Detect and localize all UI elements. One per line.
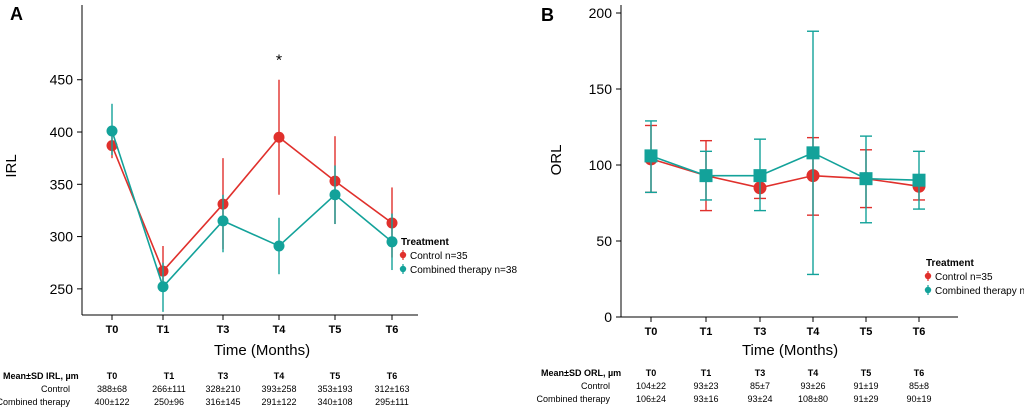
- table-cell: 295±111: [375, 397, 409, 407]
- point-combined-T5: [329, 189, 341, 201]
- table-header-cell: T3: [218, 371, 229, 381]
- point-combined-T5: [859, 172, 873, 186]
- table-header-cell: T3: [755, 368, 766, 378]
- x-tick-label: T1: [700, 326, 713, 338]
- x-tick-label: T6: [386, 324, 399, 336]
- point-combined-T3: [217, 215, 229, 227]
- point-control-T4: [273, 131, 285, 143]
- table-cell: 85±7: [750, 381, 770, 391]
- y-axis-title: IRL: [3, 154, 20, 177]
- y-tick-label: 0: [604, 309, 612, 325]
- table-header-cell: T5: [861, 368, 872, 378]
- point-combined-T4: [806, 146, 820, 160]
- table-row-label: Control: [581, 381, 610, 391]
- table-header-cell: T6: [387, 371, 398, 381]
- point-combined-T1: [157, 281, 169, 293]
- point-combined-T1: [699, 169, 713, 183]
- table-cell: 90±19: [907, 394, 932, 404]
- panel-label-B: B: [541, 5, 554, 25]
- y-tick-label: 450: [50, 72, 74, 88]
- series-line-combined: [111, 130, 393, 289]
- legend-title: Treatment: [926, 258, 974, 269]
- table-header-cell: T0: [107, 371, 118, 381]
- table-header-cell: T4: [808, 368, 819, 378]
- table-cell: 93±26: [801, 381, 826, 391]
- x-tick-label: T0: [645, 326, 658, 338]
- point-combined-T6: [912, 173, 926, 187]
- point-combined-T3: [753, 169, 767, 183]
- series-line-control: [111, 136, 393, 273]
- table-row-label: Control: [41, 384, 70, 394]
- table-header-cell: T6: [914, 368, 925, 378]
- table-cell: 91±29: [854, 394, 879, 404]
- table-header-title: Mean±SD IRL, µm: [3, 371, 79, 381]
- legend-marker-control: [924, 272, 932, 280]
- table-header-cell: T5: [330, 371, 341, 381]
- table-row-label: Combined therapy: [536, 394, 610, 404]
- point-combined-T6: [386, 236, 398, 248]
- y-axis-title: ORL: [548, 145, 565, 176]
- y-tick-label: 100: [589, 157, 613, 173]
- point-combined-T0: [644, 149, 658, 163]
- table-cell: 328±210: [206, 384, 241, 394]
- x-tick-label: T6: [913, 326, 926, 338]
- table-cell: 353±193: [318, 384, 353, 394]
- table-header-cell: T0: [646, 368, 657, 378]
- y-tick-label: 50: [596, 233, 612, 249]
- table-cell: 291±122: [262, 397, 297, 407]
- x-tick-label: T0: [106, 324, 119, 336]
- table-cell: 250±96: [154, 397, 184, 407]
- y-tick-label: 350: [50, 176, 74, 192]
- table-cell: 340±108: [318, 397, 353, 407]
- x-tick-label: T4: [273, 324, 287, 336]
- table-cell: 388±68: [97, 384, 127, 394]
- x-tick-label: T3: [754, 326, 767, 338]
- table-cell: 104±22: [636, 381, 666, 391]
- table-cell: 108±80: [798, 394, 828, 404]
- table-cell: 316±145: [206, 397, 241, 407]
- x-tick-label: T5: [329, 324, 342, 336]
- significance-asterisk: *: [276, 53, 282, 70]
- x-tick-label: T5: [860, 326, 873, 338]
- table-cell: 266±111: [152, 384, 186, 394]
- legend-label-combined: Combined therapy n=38: [410, 265, 517, 276]
- y-tick-label: 200: [589, 5, 613, 21]
- x-axis-title: Time (Months): [214, 342, 310, 359]
- legend-marker-control: [399, 251, 407, 259]
- legend-title: Treatment: [401, 237, 449, 248]
- x-tick-label: T4: [807, 326, 821, 338]
- table-header-cell: T1: [164, 371, 175, 381]
- y-tick-label: 250: [50, 281, 74, 297]
- point-combined-T4: [273, 240, 285, 252]
- table-cell: 91±19: [854, 381, 879, 391]
- table-cell: 93±16: [694, 394, 719, 404]
- x-tick-label: T1: [157, 324, 170, 336]
- table-header-cell: T4: [274, 371, 285, 381]
- table-cell: 85±8: [909, 381, 929, 391]
- table-cell: 93±23: [694, 381, 719, 391]
- table-cell: 93±24: [748, 394, 773, 404]
- table-header-cell: T1: [701, 368, 712, 378]
- table-cell: 393±258: [262, 384, 297, 394]
- legend-label-combined: Combined therapy n=38: [935, 286, 1024, 297]
- table-cell: 106±24: [636, 394, 666, 404]
- table-row-label: Combined therapy: [0, 397, 70, 407]
- legend-label-control: Control n=35: [935, 272, 993, 283]
- legend-label-control: Control n=35: [410, 251, 468, 262]
- table-cell: 312±163: [375, 384, 410, 394]
- legend-marker-combined: [399, 265, 407, 273]
- y-tick-label: 150: [589, 81, 613, 97]
- table-header-title: Mean±SD ORL, µm: [541, 368, 621, 378]
- point-combined-T0: [106, 125, 118, 137]
- series-line-control: [650, 158, 920, 189]
- y-tick-label: 400: [50, 124, 74, 140]
- x-axis-title: Time (Months): [742, 342, 838, 359]
- series-line-combined: [650, 151, 920, 181]
- table-cell: 400±122: [95, 397, 130, 407]
- panel-label-A: A: [10, 4, 23, 24]
- x-tick-label: T3: [217, 324, 230, 336]
- y-tick-label: 300: [50, 229, 74, 245]
- legend-marker-combined: [924, 286, 932, 294]
